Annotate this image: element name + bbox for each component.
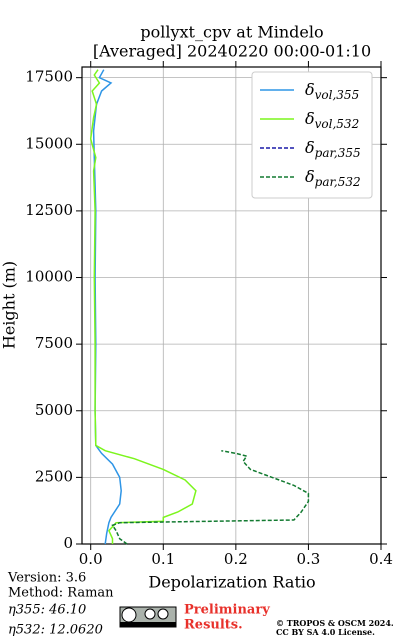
legend-subscript: vol,532 (315, 117, 360, 131)
x-axis-label: Depolarization Ratio (148, 573, 315, 592)
legend-subscript: vol,355 (315, 88, 360, 102)
legend-box (251, 71, 373, 199)
preliminary: Results. (184, 618, 243, 633)
plot-frame (81, 66, 382, 545)
y-tick-label: 0 (63, 534, 73, 552)
y-tick-label: 10000 (25, 268, 73, 286)
chart-subtitle: [Averaged] 20240220 00:00-01:10 (93, 42, 371, 61)
legend-subscript: par,355 (315, 146, 361, 160)
y-tick-label: 17500 (25, 68, 73, 86)
legend-symbol: δ (305, 138, 315, 157)
y-tick-label: 5000 (35, 401, 73, 419)
legend-symbol: δ (305, 80, 315, 99)
legend-label: δpar,532 (305, 167, 361, 189)
y-tick-label: 7500 (35, 334, 73, 352)
license: © TROPOS & OSCM 2024. (276, 618, 394, 628)
y-tick-label: 12500 (25, 201, 73, 219)
y-tick-label: 2500 (35, 467, 73, 485)
license: CC BY SA 4.0 License. (276, 627, 375, 637)
legend-label: δvol,532 (305, 109, 359, 131)
x-tick-label: 0.0 (79, 550, 103, 568)
x-tick-label: 0.3 (296, 550, 320, 568)
chart-title: pollyxt_cpv at Mindelo (140, 23, 323, 42)
eta532: η532: 12.0620 (8, 623, 103, 638)
x-tick-label: 0.4 (369, 550, 393, 568)
x-tick-label: 0.2 (224, 550, 248, 568)
legend-label: δpar,355 (305, 138, 361, 160)
legend-label: δvol,355 (305, 80, 359, 102)
method: Method: Raman (8, 586, 114, 601)
y-axis-label: Height (m) (0, 261, 19, 349)
profile-line (89, 69, 197, 544)
x-tick-label: 0.1 (151, 550, 175, 568)
eta355: η355: 46.10 (8, 603, 86, 618)
cc-icon (119, 606, 177, 628)
legend-symbol: δ (305, 109, 315, 128)
y-tick-label: 15000 (25, 134, 73, 152)
version: Version: 3.6 (7, 571, 86, 586)
profile-line (92, 69, 122, 545)
legend-symbol: δ (305, 167, 315, 186)
profile-line (111, 449, 310, 545)
preliminary: Preliminary (184, 603, 270, 618)
legend-subscript: par,532 (315, 175, 361, 189)
